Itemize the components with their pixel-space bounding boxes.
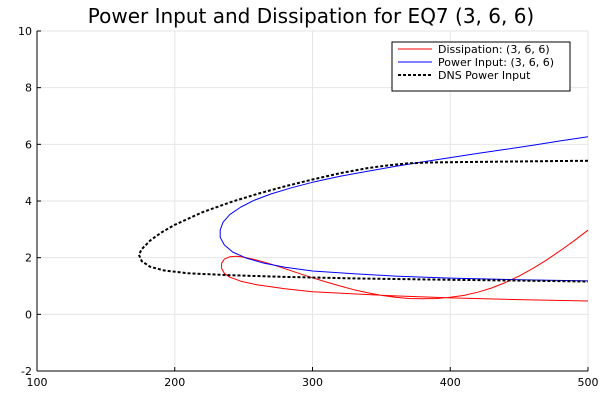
legend-label: Power Input: (3, 6, 6) — [438, 56, 554, 69]
y-tick-label: 0 — [25, 308, 32, 321]
x-tick-label: 500 — [578, 376, 599, 389]
y-tick-label: 8 — [25, 82, 32, 95]
y-tick-label: 10 — [18, 25, 32, 38]
legend-label: DNS Power Input — [438, 69, 531, 82]
x-tick-label: 100 — [27, 376, 48, 389]
y-tick-label: 4 — [25, 195, 32, 208]
series-line-3 — [137, 159, 589, 283]
chart-title: Power Input and Dissipation for EQ7 (3, … — [88, 4, 534, 28]
y-tick-label: -2 — [21, 365, 32, 378]
series-line-2 — [219, 136, 589, 282]
axes: 100 200 300 400 500 -2 0 2 4 6 8 10 — [18, 25, 599, 389]
x-tick-label: 200 — [164, 376, 185, 389]
x-tick-label: 300 — [302, 376, 323, 389]
legend-box — [391, 41, 571, 92]
y-tick-label: 6 — [25, 138, 32, 151]
y-tick-label: 2 — [25, 252, 32, 265]
x-tick-label: 400 — [440, 376, 461, 389]
legend: Dissipation: (3, 6, 6)Power Input: (3, 6… — [391, 41, 571, 92]
legend-label: Dissipation: (3, 6, 6) — [438, 43, 550, 56]
plot-series — [137, 136, 589, 302]
series-line-1 — [221, 229, 589, 302]
